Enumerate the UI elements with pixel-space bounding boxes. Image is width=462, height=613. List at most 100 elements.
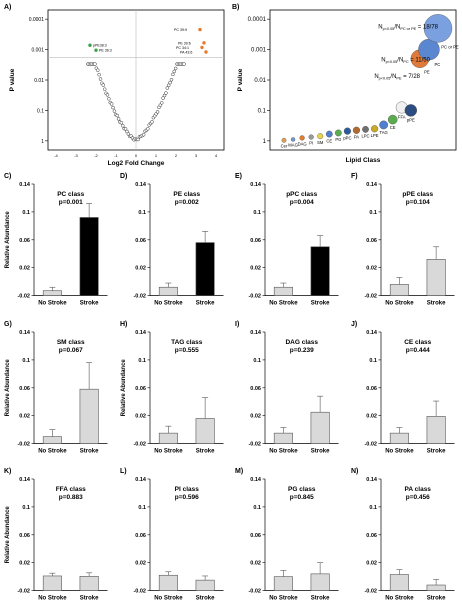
volcano-point xyxy=(119,121,124,125)
y-tick-label: 0.14 xyxy=(135,182,147,188)
bar xyxy=(310,246,330,296)
panel-label: N) xyxy=(351,468,358,475)
category-label: No Stroke xyxy=(154,596,183,602)
y-axis-label: P value xyxy=(9,68,16,91)
bubble-label: LPC xyxy=(361,134,369,139)
y-tick-label: 0.14 xyxy=(250,330,262,336)
volcano-point xyxy=(150,120,154,124)
x-tick-label: 3 xyxy=(195,153,198,158)
y-tick-label: 0.1 xyxy=(138,357,146,363)
category-label: Stroke xyxy=(426,448,445,454)
x-tick-label: -3 xyxy=(74,153,78,158)
y-tick-label: 0.1 xyxy=(138,505,146,511)
y-tick-label: 0.06 xyxy=(135,533,146,539)
y-tick-label: 0.02 xyxy=(366,266,377,272)
y-tick-label: 0.06 xyxy=(250,533,261,539)
lipid-class-bubble xyxy=(299,135,305,141)
bar-chart-title: PA class xyxy=(404,486,431,493)
y-tick-label: 0.1 xyxy=(253,210,261,216)
p-value-label: p=0.004 xyxy=(290,199,314,206)
panel-label: H) xyxy=(120,321,127,328)
panel-label-a: A) xyxy=(4,4,12,11)
p-value-label: p=0.555 xyxy=(174,347,198,354)
volcano-plot: 0.0001 0.001 0.01 0.1 1 -4 -3 -2 -1 0 1 2 3 4 Log2 Fol… xyxy=(9,9,225,167)
y-tick-label: 0.14 xyxy=(19,330,31,336)
bar-chart-title: PC class xyxy=(57,191,84,198)
x-tick-label: -4 xyxy=(54,153,58,158)
volcano-point xyxy=(159,101,164,105)
bar xyxy=(79,576,99,592)
category-label: No Stroke xyxy=(269,596,298,602)
bar xyxy=(426,584,446,592)
bar-chart-ffa: K) -0.02 0.02 0.06 0.1 0.14 Relative Abundance… xyxy=(4,468,108,602)
significant-down-point xyxy=(88,43,92,47)
category-label: No Stroke xyxy=(385,596,414,602)
y-tick-label: 0.02 xyxy=(135,561,146,567)
volcano-point xyxy=(97,72,101,77)
bar-chart-title: pPC class xyxy=(286,191,317,198)
bar xyxy=(426,415,446,444)
y-tick-label: 0.06 xyxy=(135,385,146,391)
y-tick-label: 0.06 xyxy=(19,385,30,391)
bar xyxy=(389,284,409,296)
y-tick-label: 0.1 xyxy=(258,108,267,114)
bar xyxy=(195,580,215,592)
lipid-class-bubble xyxy=(379,120,389,130)
panel-label: C) xyxy=(4,173,11,180)
volcano-point xyxy=(155,110,160,114)
lipid-class-bubble xyxy=(362,125,369,133)
lipid-class-bubble xyxy=(343,127,352,135)
category-label: Stroke xyxy=(311,596,330,602)
lipid-class-bubble xyxy=(334,129,342,137)
y-tick-label: 0.0001 xyxy=(29,17,45,23)
y-tick-label: 0.02 xyxy=(19,413,30,419)
volcano-point xyxy=(111,105,115,110)
volcano-point xyxy=(101,83,106,87)
bubble-label: LPE xyxy=(371,133,379,138)
y-axis-label: P value xyxy=(237,68,244,91)
category-label: Stroke xyxy=(426,301,445,307)
bubble-label: CE xyxy=(326,138,332,143)
bar-chart-sm: G) -0.02 0.02 0.06 0.1 0.14 Relative Abundance… xyxy=(4,321,108,454)
bar xyxy=(42,290,62,296)
panel-label: M) xyxy=(235,468,243,475)
y-tick-label: -0.02 xyxy=(133,441,146,447)
y-tick-label: 0.02 xyxy=(250,266,261,272)
y-tick-label: 1 xyxy=(41,139,44,145)
y-tick-label: -0.02 xyxy=(364,589,377,595)
volcano-point xyxy=(166,83,171,88)
panel-label: J) xyxy=(351,321,357,328)
lipid-class-bubble xyxy=(281,137,287,143)
volcano-point xyxy=(95,68,100,72)
volcano-point xyxy=(164,91,168,95)
volcano-point xyxy=(123,127,128,131)
bubble-label: PC xyxy=(435,62,441,67)
y-tick-label: 0.02 xyxy=(19,561,30,567)
panel-label: L) xyxy=(120,468,127,475)
x-axis-label: Lipid Class xyxy=(346,157,381,164)
y-tick-label: -0.02 xyxy=(133,589,146,595)
point-annotation: PC 39:9 xyxy=(174,28,187,32)
y-tick-label: -0.02 xyxy=(133,294,146,300)
volcano-point xyxy=(168,80,172,85)
y-tick-label: 0.02 xyxy=(135,266,146,272)
p-value-label: p=0.444 xyxy=(405,347,429,354)
count-annotation: Np<0.05/NPC = 11/50 xyxy=(381,58,430,65)
category-label: Stroke xyxy=(311,301,330,307)
volcano-point xyxy=(169,77,174,82)
y-tick-label: 0.1 xyxy=(22,505,30,511)
bar xyxy=(273,576,293,592)
bubble-label: FFA xyxy=(398,114,406,119)
panel-label-b: B) xyxy=(232,4,240,11)
y-tick-label: 0.02 xyxy=(366,413,377,419)
p-value-label: p=0.883 xyxy=(59,494,83,501)
bar-chart-tag: H) -0.02 0.02 0.06 0.1 0.14 Relative Abundance… xyxy=(120,321,223,454)
y-tick-label: 0.14 xyxy=(19,182,31,188)
y-tick-label: 0.14 xyxy=(135,330,147,336)
p-value-label: p=0.001 xyxy=(59,199,83,206)
significant-up-point xyxy=(198,27,202,32)
significant-down-point xyxy=(94,48,98,52)
